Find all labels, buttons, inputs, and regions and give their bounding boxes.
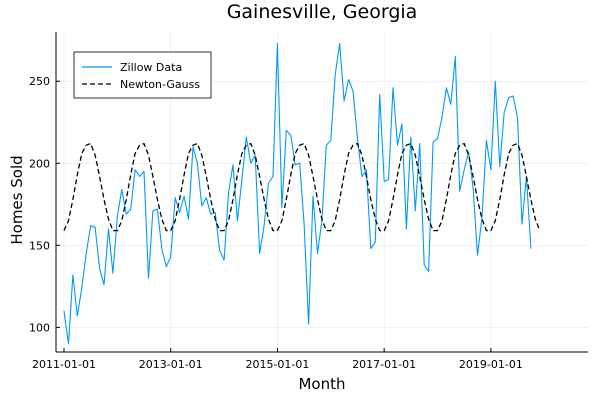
legend: Zillow Data Newton-Gauss [73, 51, 212, 99]
legend-label-zillow-data: Zillow Data [120, 61, 182, 74]
x-tick-label: 2017-01-01 [352, 358, 416, 371]
x-tick-label: 2013-01-01 [139, 358, 203, 371]
plot-series [63, 42, 541, 345]
x-axis-label: Month [298, 375, 345, 393]
legend-box [73, 51, 212, 99]
series-line-newton-gauss [63, 142, 541, 232]
legend-label-newton-gauss: Newton-Gauss [120, 78, 200, 91]
x-tick-label: 2011-01-01 [32, 358, 96, 371]
chart-title: Gainesville, Georgia [227, 1, 418, 23]
y-tick-label: 250 [29, 75, 50, 88]
axes [55, 32, 588, 353]
y-axis-label: Homes Sold [8, 155, 26, 244]
series-line-zillow-data [63, 42, 532, 345]
x-tick-label: 2019-01-01 [459, 358, 523, 371]
y-tick-label: 100 [29, 321, 50, 334]
x-tick-label: 2015-01-01 [245, 358, 309, 371]
y-tick-label: 150 [29, 239, 50, 252]
y-tick-label: 200 [29, 157, 50, 170]
ticks: 2011-01-01 2013-01-01 2015-01-01 2017-01-01… [29, 75, 523, 371]
